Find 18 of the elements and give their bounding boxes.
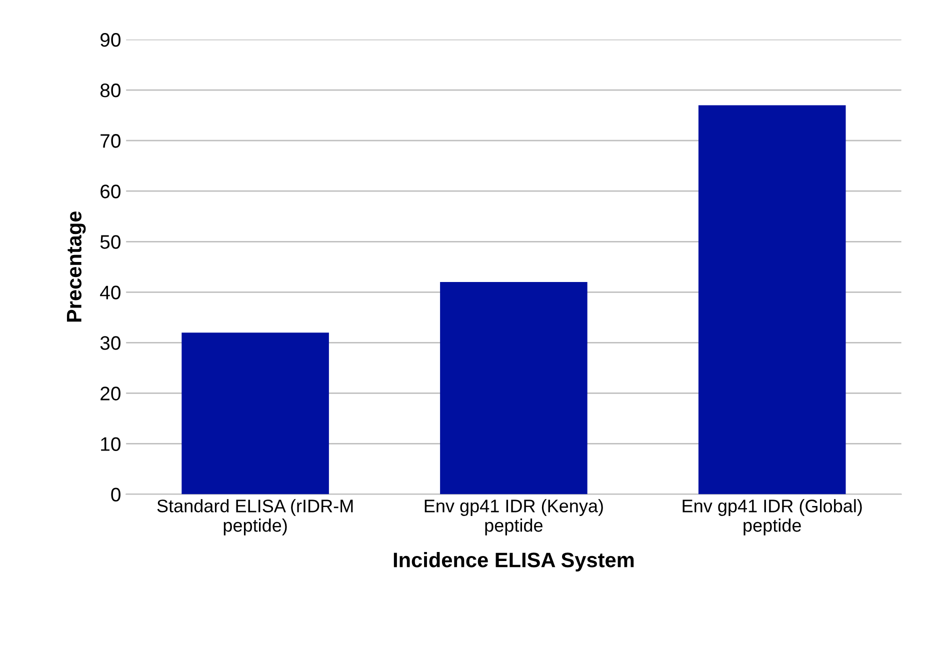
y-tick-label: 60 bbox=[100, 184, 120, 198]
y-tick-label: 40 bbox=[100, 286, 120, 300]
y-tick-label: 90 bbox=[100, 33, 120, 47]
bar bbox=[698, 105, 846, 494]
y-axis-title: Precentage bbox=[66, 211, 86, 322]
bar bbox=[182, 332, 329, 494]
bar bbox=[440, 282, 588, 494]
y-tick-label: 20 bbox=[100, 386, 120, 400]
x-tick-label: Standard ELISA (rIDR-M peptide) bbox=[157, 499, 353, 536]
y-tick-label: 10 bbox=[101, 437, 120, 451]
x-tick-label: Env gp41 IDR (Global) peptide bbox=[682, 499, 862, 536]
y-tick-label: 80 bbox=[100, 84, 120, 98]
y-tick-label: 70 bbox=[100, 134, 120, 148]
x-axis-title: Incidence ELISA System bbox=[394, 552, 634, 572]
y-tick-label: 0 bbox=[111, 488, 120, 502]
y-tick-label: 30 bbox=[100, 336, 120, 350]
x-tick-label: Env gp41 IDR (Kenya) peptide bbox=[424, 499, 603, 536]
y-tick-label: 50 bbox=[100, 235, 120, 249]
